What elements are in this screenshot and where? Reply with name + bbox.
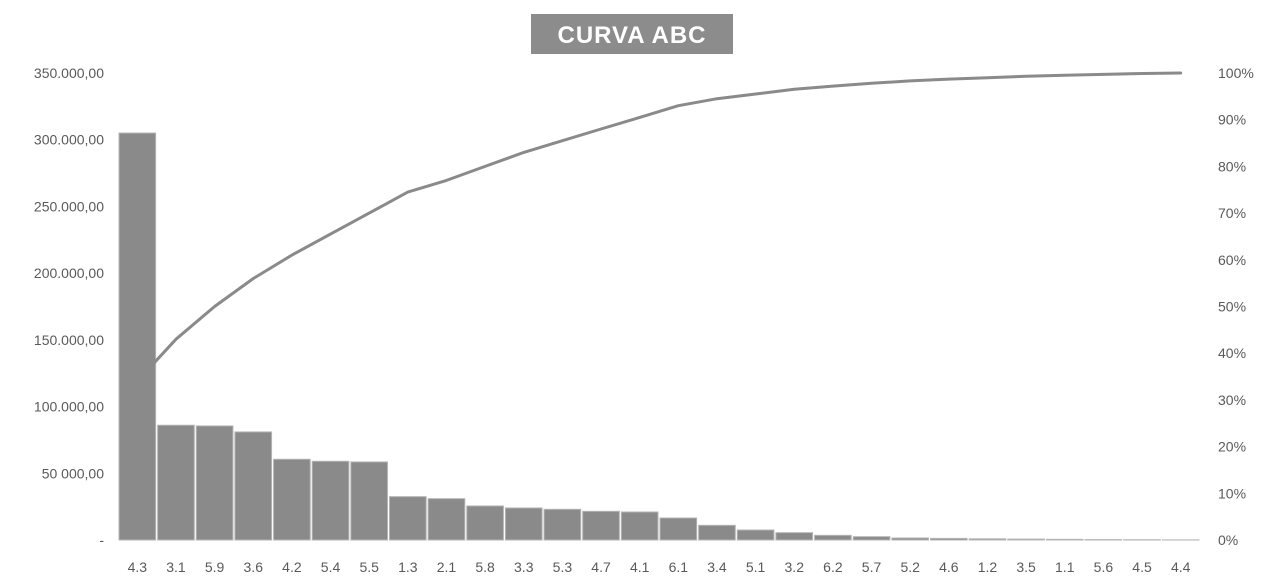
- bar-3-2: [775, 532, 814, 541]
- right-axis-tick-label: 90%: [1218, 112, 1246, 128]
- bar-4-7: [582, 510, 620, 541]
- category-label: 5.8: [475, 559, 495, 575]
- category-label: 5.4: [321, 559, 341, 575]
- bar-3-1: [157, 424, 195, 541]
- category-label: 3.4: [707, 559, 727, 575]
- bar-5-8: [466, 505, 504, 541]
- right-axis-tick-label: 30%: [1218, 392, 1246, 408]
- category-label: 5.6: [1094, 559, 1114, 575]
- bar-3-3: [504, 507, 543, 541]
- category-label: 5.5: [359, 559, 379, 575]
- bar-1-2: [968, 538, 1007, 541]
- category-label: 4.2: [282, 559, 302, 575]
- bar-5-5: [350, 461, 389, 541]
- category-label: 3.3: [514, 559, 534, 575]
- category-label: 3.1: [166, 559, 186, 575]
- right-axis-tick-label: 100%: [1218, 65, 1254, 81]
- category-label: 5.2: [900, 559, 920, 575]
- bar-4-3: [118, 132, 157, 541]
- right-axis-ticks: 0% 10% 20% 30% 40% 50% 60% 70% 80% 90% 100%: [1218, 65, 1254, 548]
- bar-2-1: [427, 498, 466, 541]
- bar-6-1: [659, 517, 698, 541]
- category-label: 4.3: [128, 559, 148, 575]
- left-axis-tick-label: 200.000,00: [34, 265, 104, 281]
- right-axis-tick-label: 70%: [1218, 205, 1246, 221]
- bar-3-6: [234, 431, 273, 541]
- bar-4-6: [930, 537, 968, 541]
- category-label: 4.7: [591, 559, 611, 575]
- category-label: 5.1: [746, 559, 766, 575]
- cumulative-curve-series: [135, 71, 1183, 383]
- bar-1-3: [389, 496, 427, 541]
- left-axis-tick-label: 250.000,00: [34, 198, 104, 214]
- chart-title: CURVA ABC: [531, 14, 733, 54]
- bar-4-2: [273, 458, 311, 541]
- category-label: 4.1: [630, 559, 650, 575]
- right-axis-tick-label: 20%: [1218, 439, 1246, 455]
- category-label: 1.2: [978, 559, 998, 575]
- category-label: 3.6: [244, 559, 264, 575]
- bar-series: [118, 132, 1200, 541]
- category-label: 5.9: [205, 559, 225, 575]
- right-axis-tick-label: 60%: [1218, 252, 1246, 268]
- category-label: 5.7: [862, 559, 882, 575]
- chart-title-background: [531, 14, 733, 54]
- left-axis-tick-label: -: [99, 532, 104, 548]
- category-label: 3.5: [1016, 559, 1036, 575]
- left-axis-tick-label: 150.000,00: [34, 332, 104, 348]
- bar-5-7: [852, 536, 891, 541]
- category-label: 4.6: [939, 559, 959, 575]
- left-axis-tick-label: 100.000,00: [34, 399, 104, 415]
- bar-5-2: [891, 537, 929, 541]
- right-axis-tick-label: 0%: [1218, 532, 1238, 548]
- bar-5-4: [311, 460, 350, 541]
- category-label: 6.1: [669, 559, 689, 575]
- right-axis-tick-label: 50%: [1218, 299, 1246, 315]
- category-label: 2.1: [437, 559, 457, 575]
- bar-3-4: [698, 524, 736, 541]
- category-label: 5.3: [553, 559, 573, 575]
- category-label: 3.2: [785, 559, 805, 575]
- bar-1-1: [1045, 538, 1084, 541]
- category-label: 6.2: [823, 559, 843, 575]
- category-label: 4.5: [1132, 559, 1152, 575]
- bar-3-5: [1007, 538, 1045, 541]
- category-label: 1.3: [398, 559, 418, 575]
- bar-5-1: [736, 529, 775, 541]
- category-label: 4.4: [1171, 559, 1191, 575]
- chart-title-text: CURVA ABC: [557, 22, 706, 49]
- left-axis-tick-label: 350.000,00: [34, 65, 104, 81]
- right-axis-tick-label: 10%: [1218, 485, 1246, 501]
- bar-6-2: [814, 534, 852, 541]
- left-axis-tick-label: 300.000,00: [34, 132, 104, 148]
- left-axis-ticks: - 50 000,00 100.000,00 150.000,00 200.000,00…: [34, 65, 104, 548]
- bar-4-1: [620, 511, 659, 541]
- right-axis-tick-label: 80%: [1218, 158, 1246, 174]
- left-axis-tick-label: 50 000,00: [42, 465, 104, 481]
- category-label: 1.1: [1055, 559, 1075, 575]
- cumulative-curve-line: [135, 71, 1183, 383]
- category-axis-labels: 4.3 3.1 5.9 3.6 4.2 5.4 5.5 1.3 2.1 5.8 3.3 5.3 4.7 4…: [128, 559, 1191, 575]
- right-axis-tick-label: 40%: [1218, 345, 1246, 361]
- bar-5-9: [195, 425, 234, 541]
- bar-5-3: [543, 508, 582, 541]
